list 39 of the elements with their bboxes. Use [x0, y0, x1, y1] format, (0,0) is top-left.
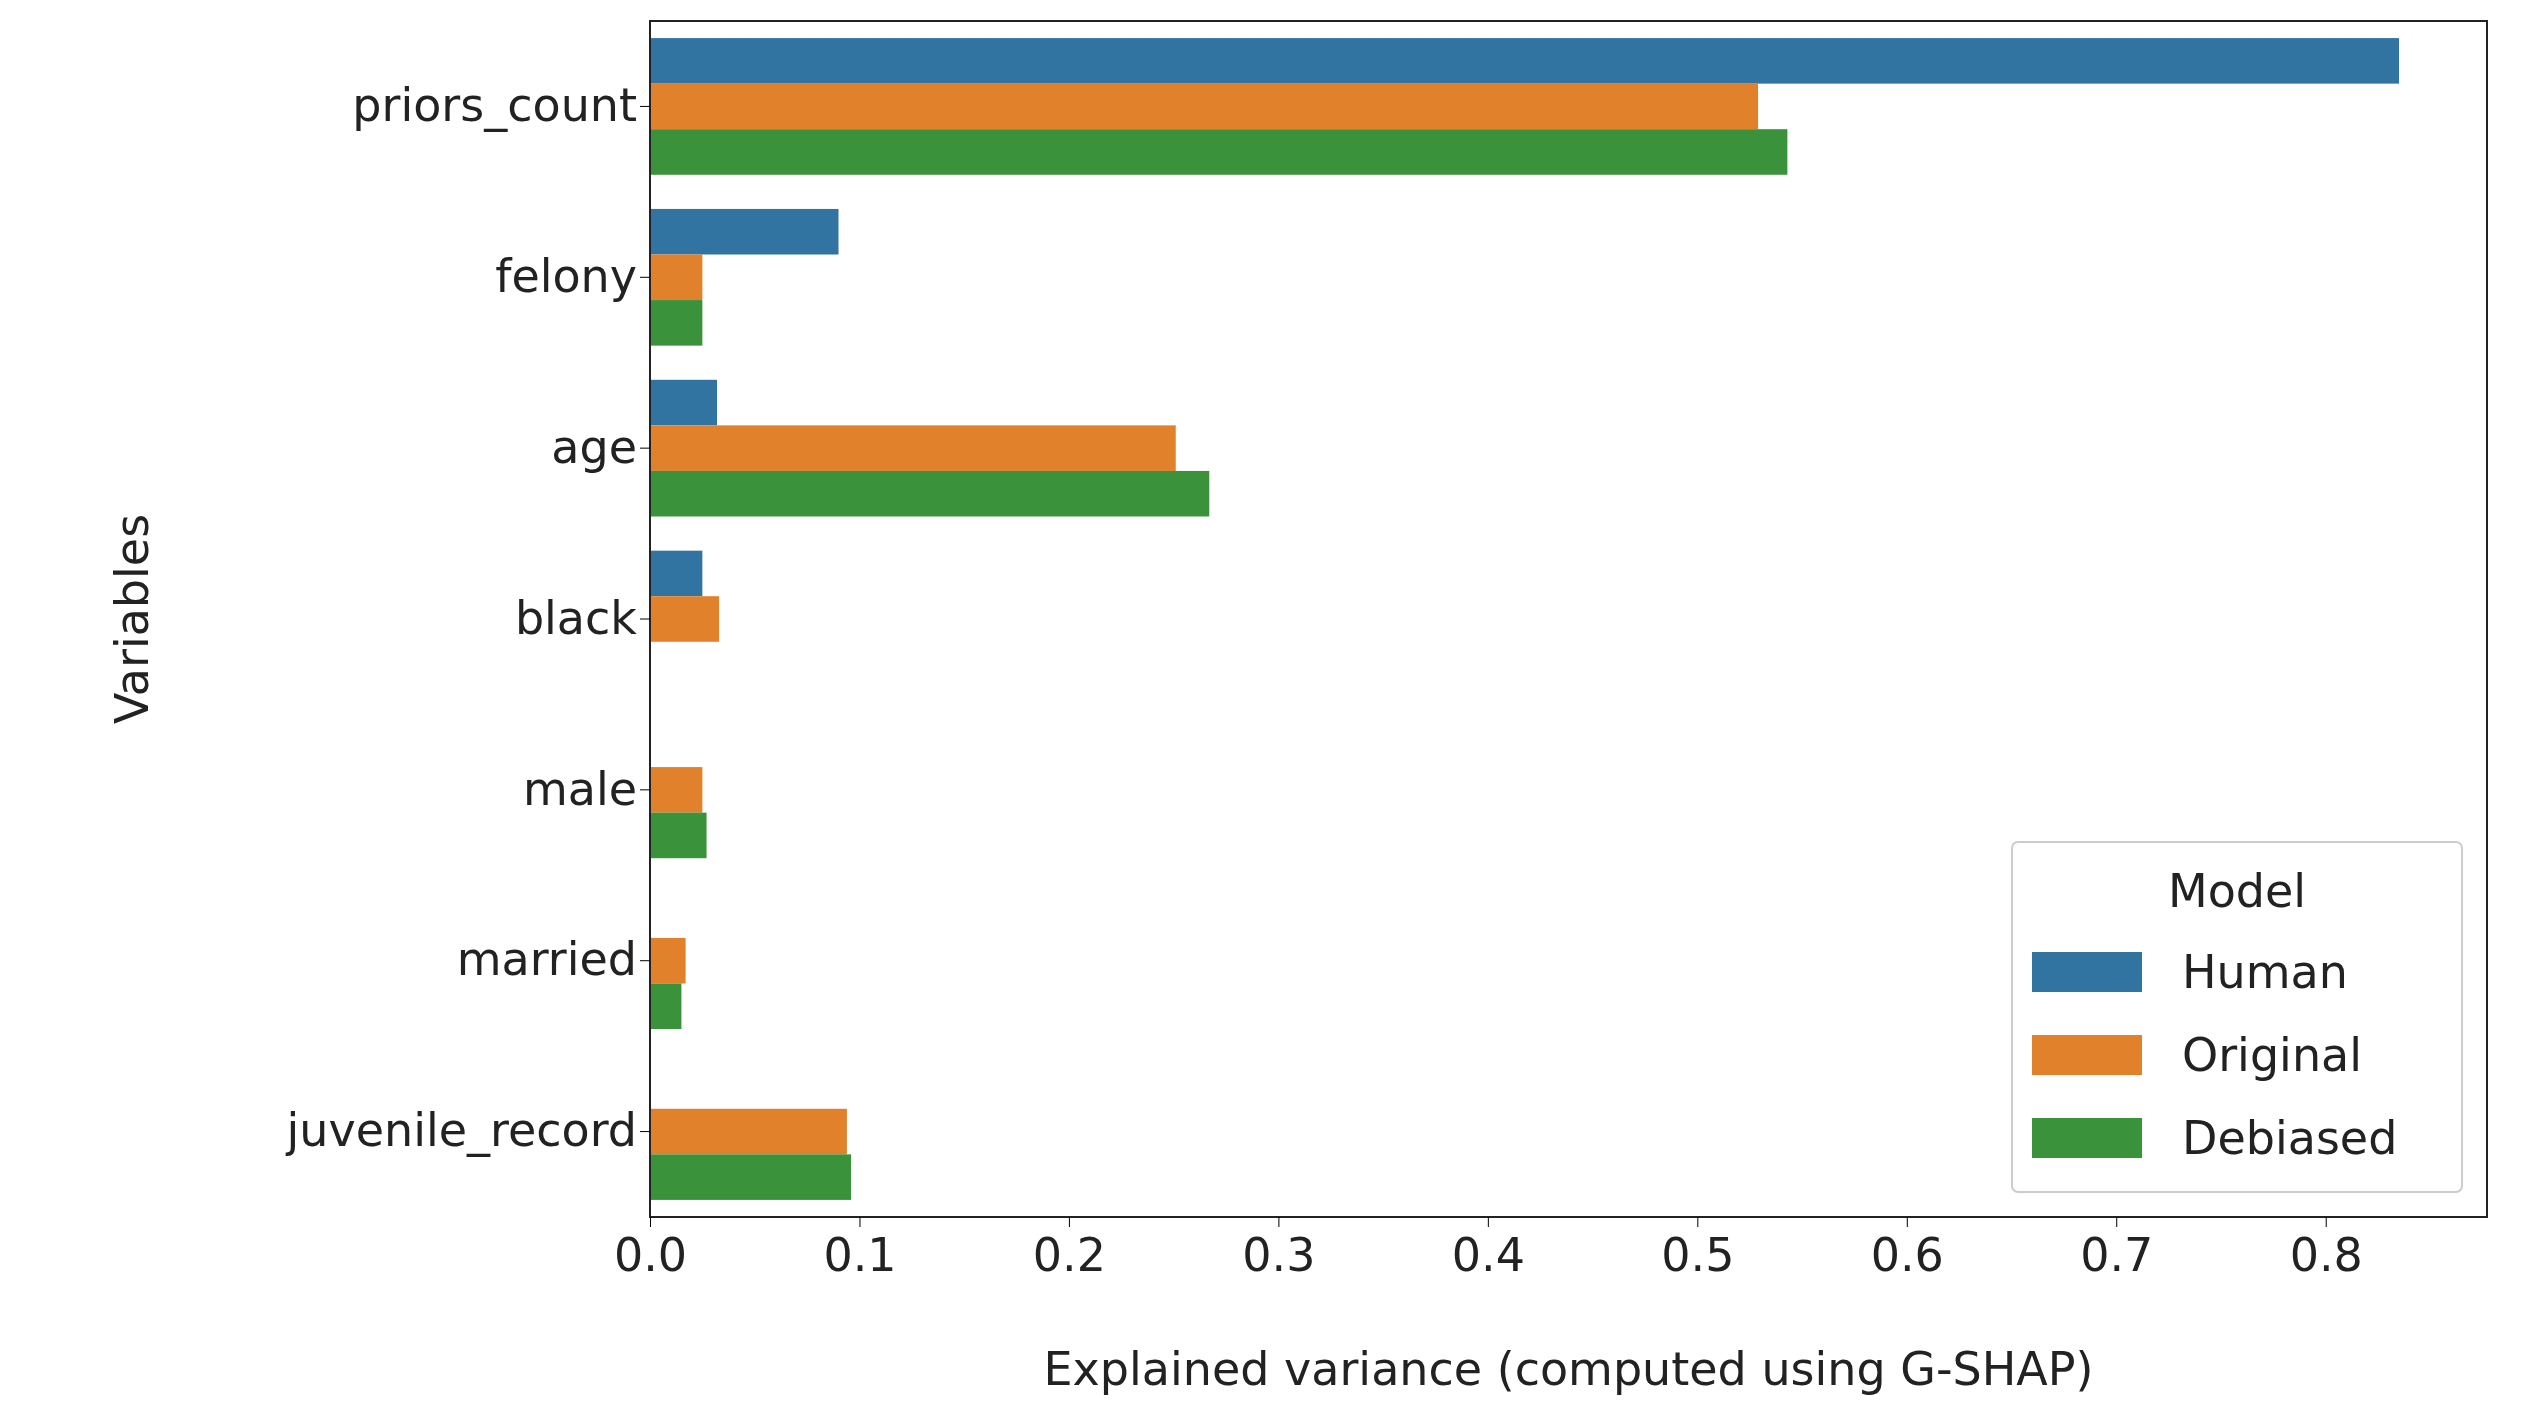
x-tick-label: 0.3 [1242, 1228, 1316, 1283]
bar [650, 379, 718, 426]
bar [650, 470, 1210, 517]
bar [650, 937, 686, 984]
bar [650, 983, 682, 1030]
legend-label: Debiased [2182, 1111, 2398, 1166]
bar [650, 38, 2400, 84]
y-axis-title: Variables [105, 513, 159, 725]
bar [650, 1108, 847, 1155]
bar [650, 1154, 852, 1200]
bar [650, 83, 1759, 130]
y-tick-label: age [551, 419, 637, 474]
y-tick-label: priors_count [352, 78, 637, 133]
x-tick-label: 0.5 [1661, 1228, 1735, 1283]
bar [650, 550, 703, 597]
bar [650, 425, 1176, 471]
y-tick-label: married [456, 932, 637, 987]
legend-label: Human [2182, 945, 2348, 1000]
x-tick-label: 0.2 [1032, 1228, 1107, 1283]
y-tick-label: black [514, 590, 638, 645]
bar [650, 129, 1788, 175]
x-tick-label: 0.0 [613, 1228, 688, 1283]
y-tick-label: male [522, 761, 637, 816]
bar [650, 208, 839, 255]
bar [650, 300, 703, 346]
bar [650, 254, 703, 301]
legend-title: Model [2167, 864, 2307, 918]
bar [650, 812, 707, 859]
y-tick-label: felony [495, 249, 637, 304]
x-tick-label: 0.4 [1451, 1228, 1525, 1283]
x-tick-label: 0.1 [823, 1228, 897, 1283]
bar [650, 596, 720, 642]
x-tick-label: 0.8 [2289, 1228, 2363, 1283]
x-tick-label: 0.6 [1870, 1228, 1944, 1283]
x-axis-title: Explained variance (computed using G-SHAP) [1043, 1342, 2094, 1396]
legend-label: Original [2182, 1028, 2363, 1083]
bar [650, 767, 703, 813]
x-tick-label: 0.7 [2080, 1228, 2154, 1283]
y-tick-label: juvenile_record [285, 1103, 637, 1158]
